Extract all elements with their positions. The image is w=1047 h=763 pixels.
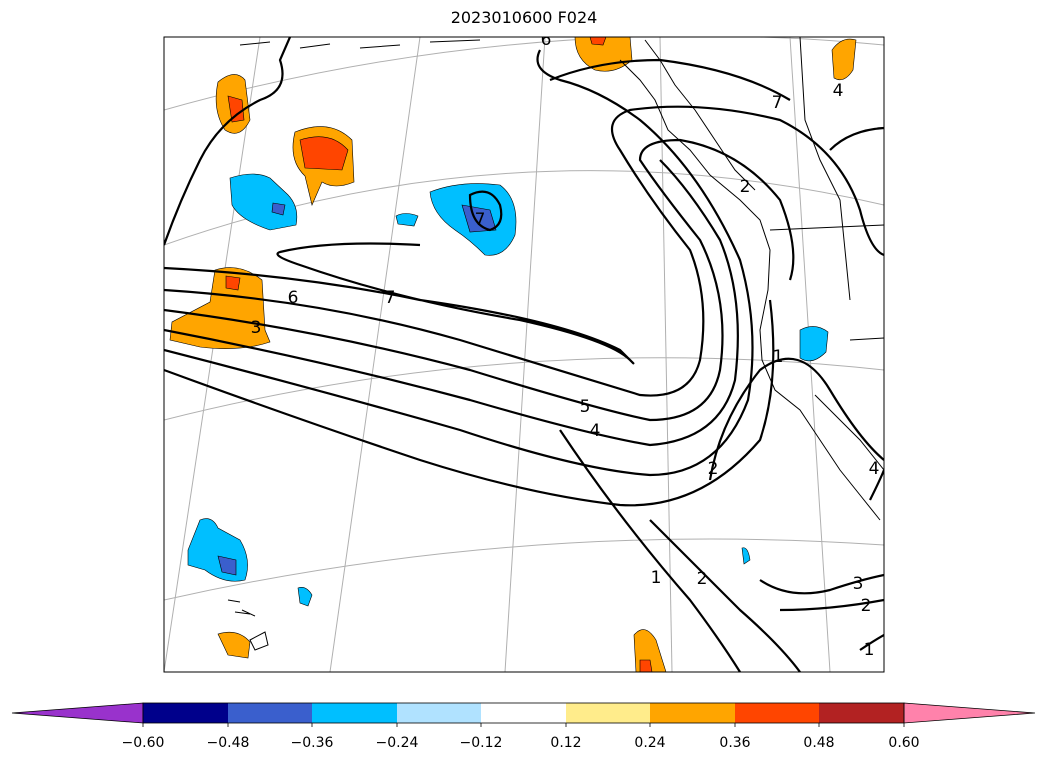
fill-darkblue bbox=[461, 204, 497, 233]
fill-darkblue bbox=[217, 555, 237, 576]
colorbar-segment bbox=[397, 703, 481, 723]
colorbar bbox=[11, 702, 1036, 727]
contour-label: 2 bbox=[697, 569, 708, 589]
coastlines bbox=[227, 37, 884, 651]
contour-label: 1 bbox=[651, 568, 662, 588]
colorbar-segment bbox=[650, 703, 735, 723]
contour-labels: 6 7 3 7 5 4 2 1 2 3 2 1 4 2 1 6 4 7 bbox=[251, 30, 880, 660]
fill-orange bbox=[169, 267, 271, 349]
contour-label: 4 bbox=[590, 421, 601, 441]
fill-red bbox=[225, 275, 241, 291]
fill-blue bbox=[229, 173, 298, 231]
contour-label: 7 bbox=[475, 210, 486, 230]
colorbar-tick: −0.48 bbox=[206, 735, 250, 751]
colorbar-segment bbox=[312, 703, 397, 723]
colorbar-tick: −0.60 bbox=[121, 735, 165, 751]
colorbar-segment bbox=[143, 703, 228, 723]
colorbar-tick: 0.60 bbox=[888, 735, 920, 751]
contour-label: 6 bbox=[288, 288, 299, 308]
colorbar-segment bbox=[566, 703, 650, 723]
fill-orange bbox=[831, 38, 857, 81]
contour-label: 2 bbox=[708, 459, 719, 479]
contour-label: 1 bbox=[773, 347, 784, 367]
contour-label: 3 bbox=[853, 574, 864, 594]
fill-blue bbox=[297, 587, 313, 607]
fill-red bbox=[227, 95, 245, 123]
contour-label: 6 bbox=[541, 30, 552, 50]
colorbar-tick: −0.36 bbox=[290, 735, 334, 751]
fill-blue bbox=[741, 547, 751, 565]
colorbar-segment bbox=[735, 703, 819, 723]
fill-red bbox=[589, 37, 607, 46]
fill-blue bbox=[395, 213, 419, 227]
fill-blue bbox=[799, 326, 829, 362]
contour-label: 4 bbox=[833, 81, 844, 101]
contour-label: 2 bbox=[740, 177, 751, 197]
fill-red bbox=[299, 136, 349, 171]
map-frame bbox=[163, 36, 885, 673]
fill-blue bbox=[187, 518, 248, 582]
map-title: 2023010600 F024 bbox=[450, 8, 598, 27]
colorbar-tick: −0.12 bbox=[459, 735, 503, 751]
contour-label: 1 bbox=[864, 640, 875, 660]
contour-label: 4 bbox=[869, 459, 880, 479]
contour-label: 2 bbox=[861, 596, 872, 616]
colorbar-segment bbox=[228, 703, 312, 723]
contours bbox=[164, 37, 884, 672]
colorbar-tick: 0.48 bbox=[803, 735, 835, 751]
contour-label: 3 bbox=[251, 318, 262, 338]
contour-label: 7 bbox=[772, 93, 783, 113]
colorbar-segment bbox=[819, 703, 904, 723]
colorbar-tick: −0.24 bbox=[375, 735, 419, 751]
fill-darkblue bbox=[271, 202, 286, 216]
colorbar-tick: 0.12 bbox=[550, 735, 582, 751]
fill-red bbox=[639, 659, 653, 672]
contour-label: 5 bbox=[580, 397, 591, 417]
fill-orange bbox=[217, 631, 251, 659]
contour-label: 7 bbox=[385, 288, 396, 308]
colorbar-tick: 0.36 bbox=[719, 735, 751, 751]
colorbar-extend-left bbox=[11, 702, 144, 724]
colorbar-tick: 0.24 bbox=[634, 735, 666, 751]
colorbar-extend-right bbox=[903, 702, 1036, 724]
colorbar-segment bbox=[481, 703, 566, 723]
